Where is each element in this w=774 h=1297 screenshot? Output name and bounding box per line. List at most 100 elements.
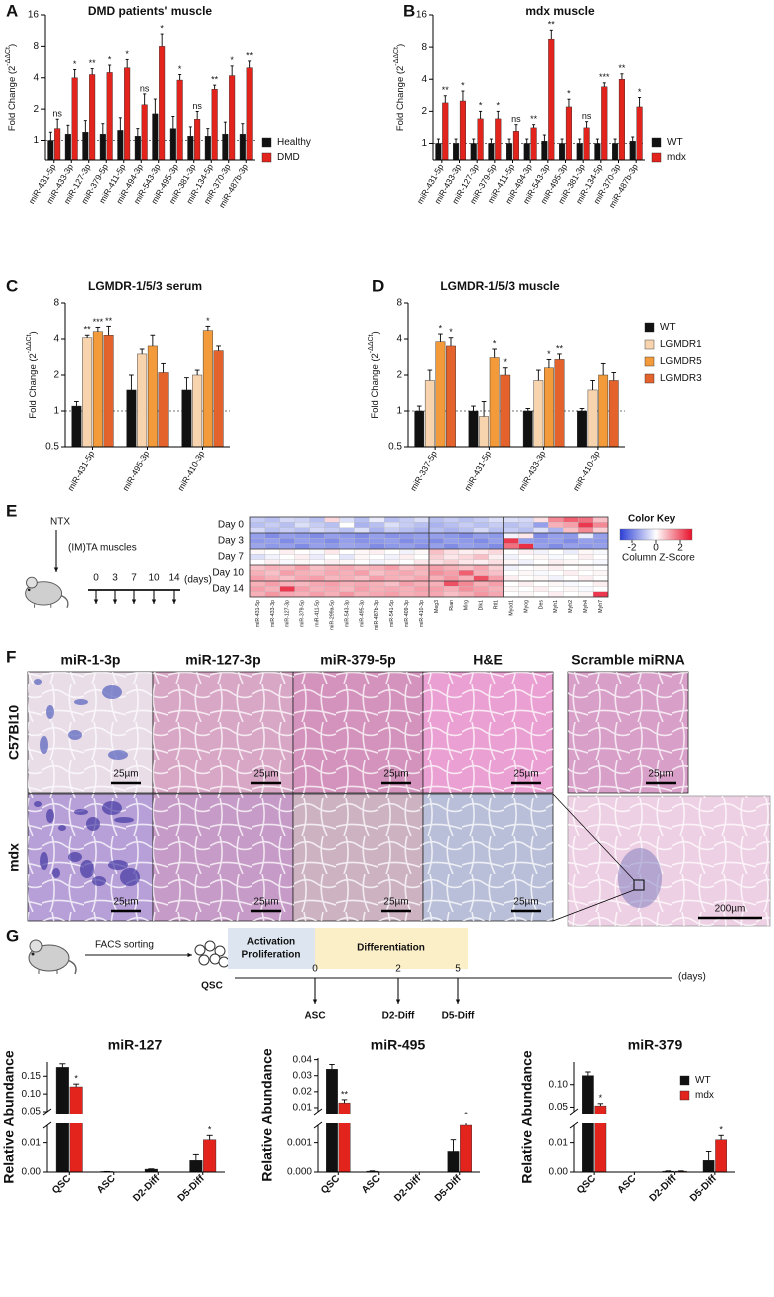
legend-label: LGMDR5 [660, 356, 702, 367]
bar [169, 128, 176, 161]
heatmap-cell [264, 548, 280, 555]
cell [218, 956, 230, 968]
scale-bar-label: 25µm [383, 769, 408, 780]
heatmap-cell [354, 554, 370, 560]
heatmap-cell [458, 559, 474, 566]
bar [141, 104, 148, 161]
time-unit: (days) [184, 575, 212, 586]
column-label: miR-541-5p [389, 600, 395, 627]
y-tick-label: 0.02 [293, 1086, 313, 1097]
column-title: miR-127-3p [185, 652, 260, 668]
heatmap-cell [563, 538, 579, 544]
timepoint-label: 0 [93, 573, 99, 584]
heatmap-cell [309, 554, 325, 560]
heatmap-cell [428, 548, 445, 555]
heatmap-cell [369, 554, 385, 560]
heatmap-cell [354, 575, 370, 582]
bar [194, 119, 201, 161]
legend-swatch [644, 339, 655, 350]
bar [601, 86, 608, 161]
bar [453, 143, 460, 161]
heatmap-cell [458, 586, 474, 592]
heatmap-cell [428, 591, 445, 598]
heatmap-cell [563, 570, 579, 576]
heatmap-cell [443, 516, 459, 523]
mouse-ear [26, 576, 38, 589]
heatmap-cell [324, 543, 340, 550]
stain-spot [68, 730, 82, 740]
heatmap-cell [473, 580, 489, 587]
heatmap-cell [249, 580, 266, 587]
heatmap-cell [578, 527, 594, 534]
histology-texture [423, 672, 553, 793]
timepoint-label: 10 [148, 573, 160, 584]
heatmap-cell [548, 559, 564, 566]
heatmap-cell [354, 591, 370, 598]
y-axis-label: Relative Abundance [1, 1050, 17, 1184]
heatmap-cell [458, 554, 474, 560]
heatmap-cell [264, 580, 280, 587]
error-bar [194, 369, 200, 375]
heatmap-cell [488, 554, 504, 560]
heatmap-cell [443, 543, 459, 550]
y-tick-label: 0.04 [293, 1054, 313, 1065]
legend-label: WT [660, 322, 676, 333]
heatmap-cell [279, 559, 295, 566]
bar [213, 350, 224, 448]
heatmap-cell [309, 586, 325, 592]
heatmap-cell [354, 522, 370, 528]
error-bar [585, 121, 589, 128]
heatmap-cell [324, 580, 340, 587]
color-key-subtitle: Column Z-Score [622, 553, 695, 564]
heatmap-cell [488, 532, 504, 539]
legend-swatch [644, 322, 655, 333]
bar [541, 141, 548, 161]
error-bar [450, 1139, 457, 1152]
heatmap-cell [413, 559, 430, 566]
column-label: Myh1 [553, 600, 559, 613]
heatmap-cell [503, 522, 519, 528]
y-axis-label-part: -ΔΔCt [5, 47, 12, 66]
y-tick-label: 1 [396, 406, 402, 417]
significance-label: * [178, 64, 182, 74]
heatmap-cell [533, 548, 549, 555]
heatmap-cell [578, 543, 594, 550]
column-label: miR-127-3p [285, 600, 291, 627]
error-bar [492, 348, 497, 358]
heatmap-cell [458, 575, 474, 582]
bar [117, 130, 124, 161]
x-tick-label: QSC [50, 1173, 73, 1196]
heatmap-cell [249, 532, 266, 539]
heatmap-cell [503, 575, 519, 582]
heatmap-cell [369, 516, 385, 523]
panel-letter: D [372, 276, 384, 295]
heatmap-cell [294, 538, 310, 544]
heatmap-cell [428, 575, 445, 582]
y-tick-label: 16 [28, 10, 40, 21]
bar [152, 113, 159, 161]
heatmap-cell [488, 522, 504, 528]
error-bar [84, 334, 90, 338]
bar [211, 89, 218, 161]
panel-letter: G [6, 926, 19, 945]
heatmap-cell [488, 564, 504, 571]
error-bar [230, 65, 234, 76]
y-tick-label: 4 [33, 72, 39, 83]
column-label: Myh4 [583, 600, 589, 613]
heatmap-cell [384, 580, 400, 587]
heatmap-cell [324, 522, 340, 528]
heatmap-border [249, 516, 609, 598]
bar [222, 133, 229, 161]
bar [446, 345, 456, 448]
heatmap-cell [443, 586, 459, 592]
heatmap-cell [428, 522, 445, 528]
bar [460, 1124, 472, 1173]
error-bar [171, 116, 175, 129]
column-label: miR-433-3p [270, 600, 276, 627]
heatmap-cell [458, 543, 474, 550]
color-key-tick-label: 2 [677, 543, 683, 554]
error-bar [73, 1083, 80, 1087]
heatmap-cell [443, 548, 459, 555]
bar [137, 353, 148, 448]
heatmap-cell [563, 532, 579, 539]
